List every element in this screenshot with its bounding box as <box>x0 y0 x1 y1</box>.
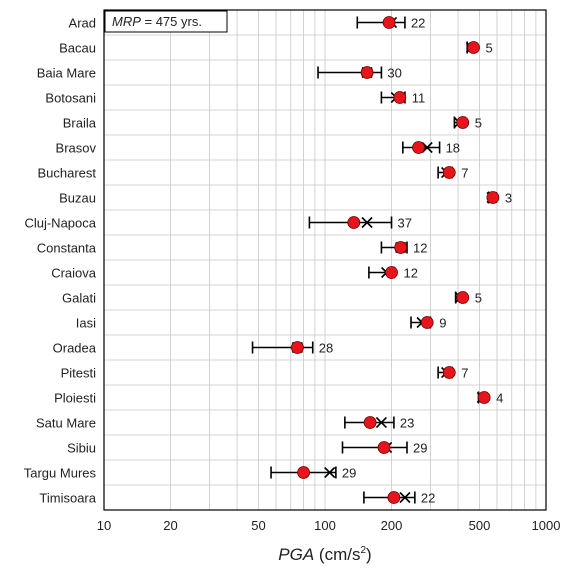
cross-marker <box>375 416 387 429</box>
circle-marker <box>456 291 470 304</box>
circle-markers <box>290 16 500 504</box>
count-label: 29 <box>413 441 427 456</box>
x-tick-label: 100 <box>314 518 336 533</box>
y-axis-tick-labels: Arad Bacau Baia Mare Botosani Braila Brasov Bu… <box>24 16 97 506</box>
x-tick-label: 200 <box>381 518 403 533</box>
count-label: 22 <box>411 16 425 31</box>
y-tick-label: Galati <box>62 291 96 306</box>
count-label: 5 <box>475 116 482 131</box>
circle-marker <box>477 391 491 404</box>
circle-marker <box>394 241 408 254</box>
x-tick-label: 1000 <box>532 518 561 533</box>
x-tick-label: 20 <box>163 518 177 533</box>
y-tick-label: Braila <box>63 116 97 131</box>
circle-marker <box>297 466 310 479</box>
y-tick-label: Satu Mare <box>36 416 96 431</box>
y-tick-label: Oradea <box>53 341 97 356</box>
x-tick-label: 10 <box>97 518 111 533</box>
circle-marker <box>360 66 374 79</box>
circle-marker <box>456 116 470 129</box>
circle-marker <box>347 216 361 229</box>
cross-marker <box>399 491 411 504</box>
annotation-box: MRP = 475 yrs. <box>104 10 228 33</box>
count-label: 29 <box>342 466 356 481</box>
y-tick-label: Bucharest <box>37 166 96 181</box>
y-tick-label: Sibiu <box>67 441 96 456</box>
count-label: 7 <box>461 166 468 181</box>
circle-marker <box>363 416 377 429</box>
y-tick-label: Pitesti <box>61 366 97 381</box>
annotation-italic: MRP <box>112 14 141 29</box>
count-label: 37 <box>398 216 412 231</box>
count-label: 30 <box>387 66 401 81</box>
count-label: 18 <box>446 141 460 156</box>
y-tick-label: Baia Mare <box>37 66 96 81</box>
circle-marker <box>420 316 434 329</box>
count-label: 22 <box>421 491 435 506</box>
count-label: 3 <box>505 191 512 206</box>
y-tick-label: Cluj-Napoca <box>24 216 96 231</box>
y-tick-label: Arad <box>69 16 96 31</box>
y-tick-label: Bacau <box>59 41 96 56</box>
count-label: 5 <box>475 291 482 306</box>
count-label: 7 <box>461 366 468 381</box>
y-tick-label: Brasov <box>56 141 97 156</box>
y-tick-label: Botosani <box>45 91 96 106</box>
cross-marker <box>324 466 336 479</box>
cross-marker <box>361 216 373 229</box>
circle-marker <box>442 366 456 379</box>
circle-marker <box>486 191 500 204</box>
circle-marker <box>290 341 304 354</box>
annotation-rest: = 475 yrs. <box>141 14 202 29</box>
count-label: 12 <box>413 241 427 256</box>
count-label: 11 <box>412 91 426 106</box>
y-tick-label: Craiova <box>51 266 97 281</box>
count-label: 12 <box>404 266 418 281</box>
horizontal-gridlines <box>104 34 546 486</box>
x-tick-label: 500 <box>469 518 491 533</box>
y-tick-label: Iasi <box>76 316 96 331</box>
circle-marker <box>393 91 407 104</box>
y-tick-label: Targu Mures <box>24 466 97 481</box>
x-axis-tick-labels: 10 20 50 100 200 500 1000 <box>97 518 561 533</box>
circle-marker <box>385 266 398 279</box>
y-tick-label: Constanta <box>37 241 97 256</box>
count-label: 28 <box>319 341 333 356</box>
circle-marker <box>467 41 480 54</box>
count-label: 5 <box>486 41 493 56</box>
y-tick-label: Buzau <box>59 191 96 206</box>
circle-marker <box>412 141 425 154</box>
x-axis-title: PGA (cm/s2) <box>278 545 371 564</box>
y-tick-label: Timisoara <box>39 491 96 506</box>
circle-marker <box>442 166 456 179</box>
circle-marker <box>377 441 391 454</box>
plot-frame <box>103 9 547 511</box>
count-label: 4 <box>496 391 503 406</box>
x-tick-label: 50 <box>251 518 265 533</box>
count-label: 9 <box>439 316 446 331</box>
circle-marker <box>387 491 401 504</box>
count-label: 23 <box>400 416 414 431</box>
svg-text:MRP = 475 yrs.: MRP = 475 yrs. <box>112 14 202 29</box>
circle-marker <box>382 16 396 29</box>
y-tick-label: Ploiesti <box>54 391 96 406</box>
